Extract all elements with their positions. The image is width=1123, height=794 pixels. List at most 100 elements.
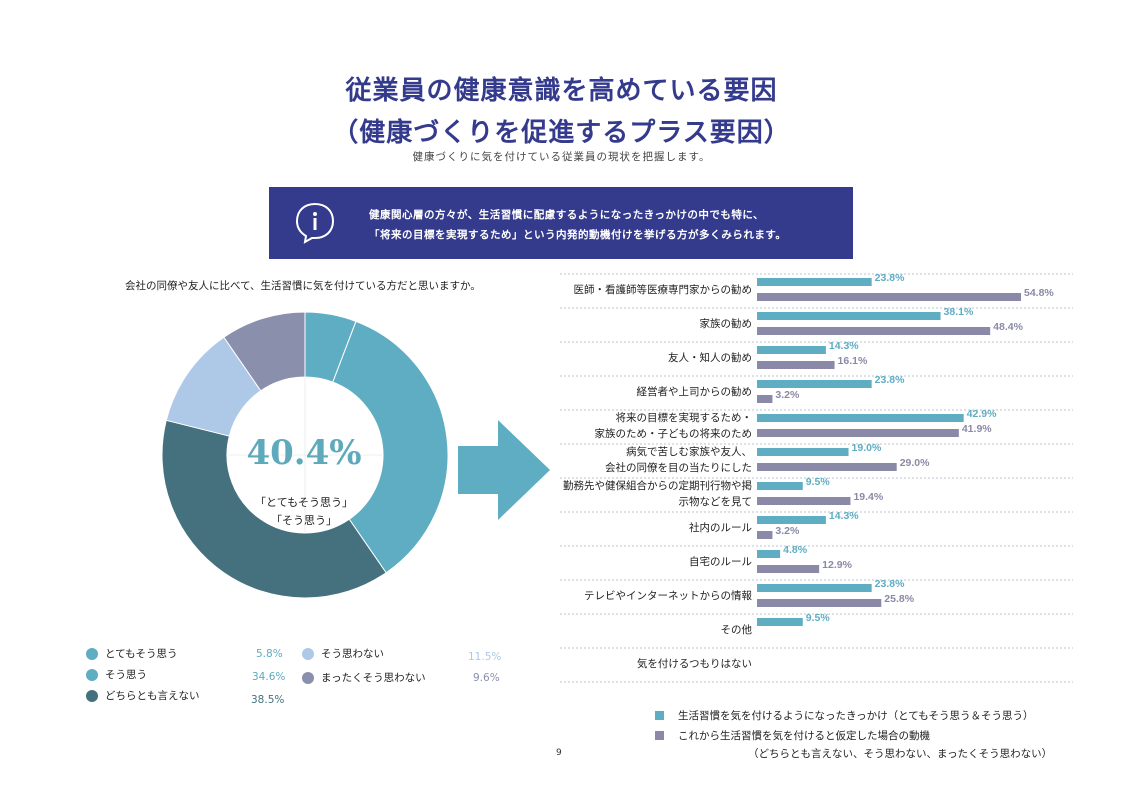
bar-value-label: 25.8%	[884, 593, 915, 605]
legend-item: まったくそう思わない	[302, 670, 426, 685]
legend-swatch	[302, 671, 314, 684]
category-label-line: 社内のルール	[689, 522, 752, 534]
bar-motivation	[757, 293, 1021, 301]
donut-slice	[223, 311, 306, 392]
donut-center-value: 40.4%	[246, 433, 362, 473]
legend-item: とてもそう思う	[86, 646, 177, 661]
bar-trigger	[757, 516, 826, 524]
survey-question: 会社の同僚や友人に比べて、生活習慣に気を付けている方だと思いますか。	[125, 280, 481, 292]
category-label: 医師・看護師等医療専門家からの勧め	[574, 282, 753, 298]
category-label: 友人・知人の勧め	[668, 350, 752, 366]
category-label-line: 家族の勧め	[699, 318, 753, 330]
legend-label: どちらとも言えない	[105, 690, 200, 702]
donut-slice	[161, 419, 387, 599]
legend-label: そう思う	[105, 669, 147, 681]
legend-item: そう思わない	[302, 646, 384, 661]
bar-value-label: 3.2%	[775, 389, 800, 401]
bar-value-label: 38.1%	[943, 306, 974, 318]
category-label: 経営者や上司からの勧め	[637, 384, 753, 400]
legend-swatch	[86, 689, 98, 702]
page-title: 従業員の健康意識を高めている要因	[345, 76, 778, 106]
bar-trigger	[757, 448, 849, 456]
category-label-line: 示物などを見て	[678, 496, 753, 508]
bar-value-label: 19.0%	[851, 442, 882, 454]
bar-legend-swatch	[655, 711, 664, 720]
bar-value-label: 23.8%	[874, 578, 905, 590]
bar-trigger	[757, 278, 872, 286]
bar-legend-label-cont: （どちらとも言えない、そう思わない、まったくそう思わない）	[748, 748, 1053, 760]
donut-chart	[161, 311, 449, 599]
category-label: 家族の勧め	[700, 316, 753, 332]
insight-banner: 健康関心層の方々が、生活習慣に配慮するようになったきっかけの中でも特に、 「将来…	[269, 187, 853, 259]
bar-value-label: 54.8%	[1024, 287, 1054, 299]
bar-value-label: 14.3%	[828, 510, 859, 522]
category-label: 自宅のルール	[689, 554, 752, 570]
legend-swatch	[86, 668, 98, 681]
bar-motivation	[757, 361, 835, 369]
category-label: 気を付けるつもりはない	[637, 656, 752, 672]
page-subtitle: 健康づくりに気を付けている従業員の現状を把握します。	[412, 151, 711, 163]
bar-trigger	[757, 482, 803, 490]
arrow-right-icon	[458, 420, 550, 520]
bar-trigger	[757, 584, 872, 592]
bar-motivation	[757, 429, 959, 437]
bar-legend-item: 生活習慣を気を付けるようになったきっかけ（とてもそう思う＆そう思う）	[655, 708, 1034, 723]
category-label-line: 会社の同僚を目の当たりにした	[605, 462, 752, 474]
legend-label: とてもそう思う	[105, 648, 178, 660]
bar-legend-item: これから生活習慣を気を付けると仮定した場合の動機	[655, 728, 930, 743]
legend-item: どちらとも言えない	[86, 688, 200, 703]
bar-value-label: 9.5%	[805, 476, 830, 488]
category-label-line: 友人・知人の勧め	[668, 352, 752, 364]
bar-legend-label: 生活習慣を気を付けるようになったきっかけ（とてもそう思う＆そう思う）	[678, 710, 1034, 722]
donut-center-label-2: 「そう思う」	[271, 514, 337, 527]
category-label-line: 病気で苦しむ家族や友人、	[626, 446, 752, 458]
donut-center-label-1: 「とてもそう思う」	[255, 496, 353, 509]
legend-label: そう思わない	[321, 648, 384, 660]
bar-trigger	[757, 414, 964, 422]
bar-motivation	[757, 531, 773, 539]
page-title-sub: （健康づくりを促進するプラス要因）	[332, 118, 791, 148]
bar-motivation	[757, 565, 820, 573]
bar-value-label: 12.9%	[822, 559, 852, 571]
category-label: 将来の目標を実現するため・ 家族のため・子どもの将来のため	[595, 410, 753, 442]
bar-value-label: 16.1%	[837, 355, 868, 367]
legend-value: 9.6%	[473, 672, 500, 684]
banner-line-2: 「将来の目標を実現するため」という内発的動機付けを挙げる方が多くみられます。	[369, 229, 787, 241]
bar-value-label: 29.0%	[899, 457, 930, 469]
category-label-line: 医師・看護師等医療専門家からの勧め	[573, 284, 753, 296]
category-label: その他	[721, 622, 753, 638]
bar-trigger	[757, 380, 872, 388]
legend-value: 34.6%	[252, 671, 286, 683]
donut-center: 40.4% 「とてもそう思う」 「そう思う」	[226, 378, 382, 534]
bar-trigger	[757, 346, 826, 354]
legend-value: 5.8%	[256, 648, 283, 660]
legend-swatch	[302, 647, 314, 660]
donut-slice	[332, 320, 449, 574]
bar-value-label: 48.4%	[993, 321, 1023, 333]
bar-motivation	[757, 497, 851, 505]
bar-value-label: 4.8%	[783, 544, 808, 556]
info-bubble-icon	[295, 202, 335, 244]
category-label-line: 気を付けるつもりはない	[636, 658, 752, 670]
bar-value-label: 9.5%	[805, 612, 830, 624]
legend-swatch	[86, 647, 98, 660]
bar-motivation	[757, 395, 773, 403]
bar-motivation	[757, 327, 991, 335]
bar-value-label: 19.4%	[853, 491, 884, 503]
category-label-line: その他	[720, 624, 753, 636]
banner-line-1: 健康関心層の方々が、生活習慣に配慮するようになったきっかけの中でも特に、	[369, 209, 765, 221]
category-label-line: 自宅のルール	[689, 556, 752, 568]
category-label-line: テレビやインターネットからの情報	[584, 590, 752, 602]
bar-motivation	[757, 463, 897, 471]
category-label: 病気で苦しむ家族や友人、会社の同僚を目の当たりにした	[605, 444, 752, 476]
legend-value: 11.5%	[468, 651, 502, 663]
bar-value-label: 23.8%	[874, 374, 905, 386]
page-number: 9	[556, 748, 562, 758]
legend-label: まったくそう思わない	[321, 672, 426, 684]
category-label: 社内のルール	[689, 520, 752, 536]
legend-value: 38.5%	[251, 694, 285, 706]
bar-value-label: 14.3%	[828, 340, 859, 352]
bar-chart	[560, 273, 1073, 683]
bar-trigger	[757, 618, 803, 626]
bar-legend-swatch	[655, 731, 664, 740]
